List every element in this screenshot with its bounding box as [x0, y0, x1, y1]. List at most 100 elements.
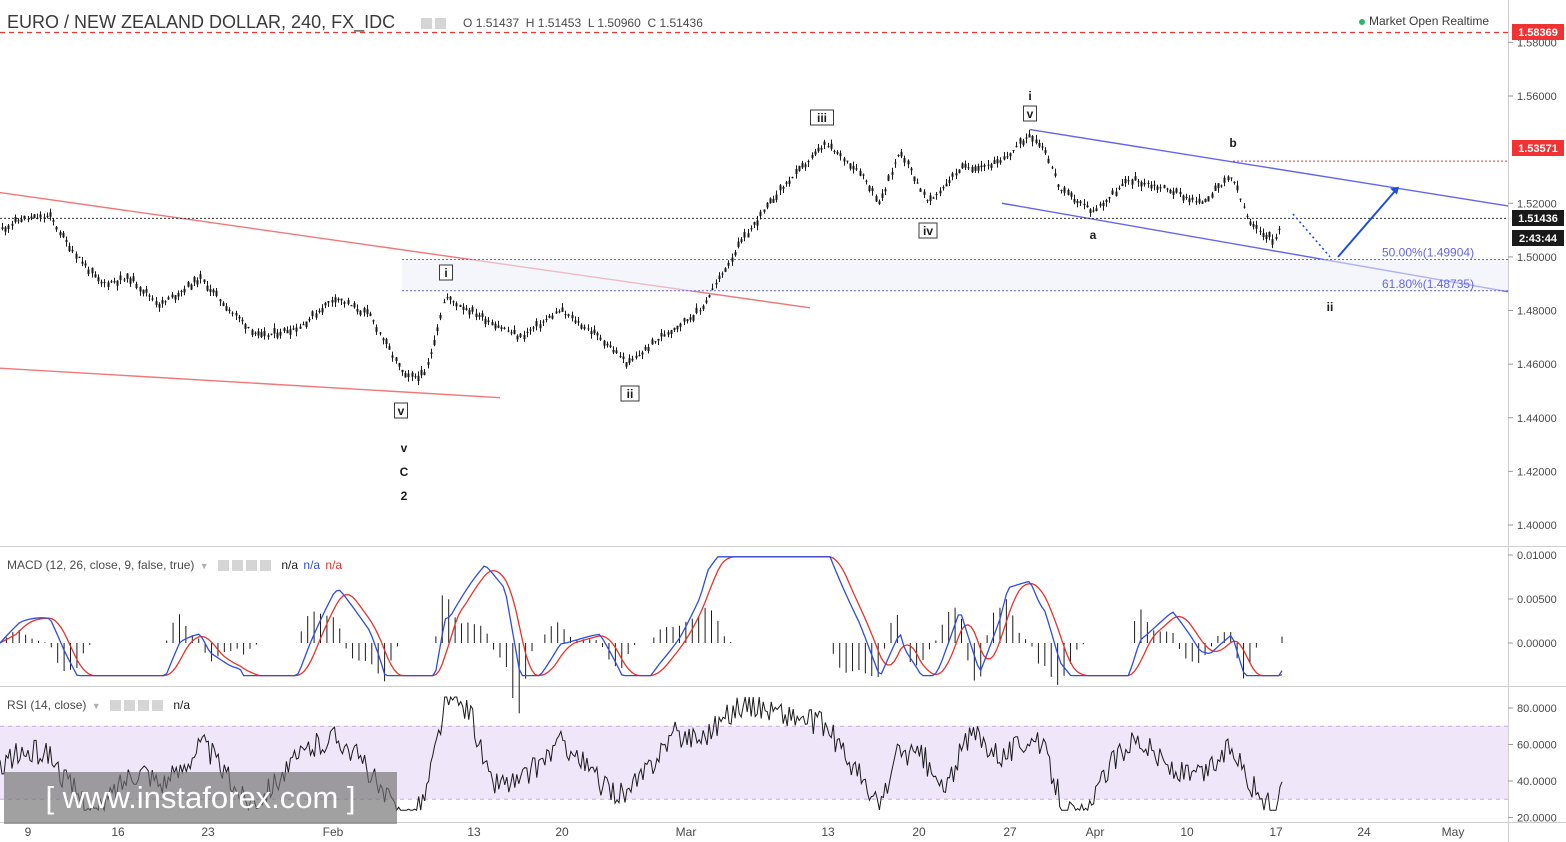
candle-body: [971, 166, 974, 173]
eye-icon[interactable]: [109, 700, 121, 712]
price-axis-label: 1.58000: [1517, 37, 1557, 49]
rsi-axis-label: 60.0000: [1517, 740, 1557, 752]
candle-body: [1265, 234, 1268, 239]
candle-body: [567, 314, 570, 317]
time-axis-label: 23: [201, 825, 215, 839]
candle-body: [619, 356, 622, 358]
eye-icon[interactable]: [421, 18, 432, 30]
candle-body: [1172, 191, 1175, 195]
candle-body: [4, 227, 7, 232]
candle-body: [1067, 189, 1070, 195]
candle-body: [1095, 208, 1098, 212]
candle-body: [1051, 167, 1054, 169]
projection-arrow: [1337, 189, 1397, 258]
candle-body: [33, 214, 36, 219]
candle-body: [110, 281, 113, 283]
candle-body: [462, 306, 465, 310]
price-axis-label: 1.40000: [1517, 520, 1557, 532]
candle-body: [1121, 183, 1124, 187]
time-axis-label: Mar: [676, 825, 697, 839]
macd-title[interactable]: MACD (12, 26, close, 9, false, true): [7, 558, 195, 572]
candle-body: [84, 263, 87, 266]
candle-body: [1227, 176, 1230, 181]
candle-body: [523, 334, 526, 340]
gear-icon[interactable]: [435, 18, 446, 30]
candle-body: [820, 148, 823, 150]
candle-body: [1185, 196, 1188, 198]
candle-body: [807, 161, 810, 163]
candle-body: [699, 310, 702, 312]
lower-red-trendline: [0, 367, 501, 399]
candle-body: [1249, 221, 1252, 225]
candle-body: [1169, 189, 1172, 194]
symbol-title[interactable]: EURO / NEW ZEALAND DOLLAR, 240, FX_IDC: [7, 12, 396, 32]
candle-body: [702, 305, 705, 310]
candle-body: [551, 315, 554, 319]
candle-body: [644, 346, 647, 350]
chevron-down-icon[interactable]: ▼: [199, 561, 209, 571]
candle-body: [1003, 156, 1006, 160]
candle-body: [337, 298, 340, 301]
candle-body: [865, 180, 868, 182]
candle-body: [862, 174, 865, 176]
candle-body: [635, 355, 638, 358]
chart-settings-icons[interactable]: [421, 15, 449, 33]
candle-body: [561, 307, 564, 312]
candle-body: [817, 147, 820, 152]
candle-body: [1044, 150, 1047, 154]
candle-body: [135, 284, 138, 288]
candle-body: [23, 215, 26, 219]
candle-body: [916, 182, 919, 184]
candle-body: [772, 198, 775, 203]
candle-body: [929, 195, 932, 202]
close-icon[interactable]: [151, 700, 163, 712]
candle-body: [459, 304, 462, 307]
candle-body: [1076, 201, 1079, 204]
candle-body: [1262, 232, 1265, 238]
rsi-title[interactable]: RSI (14, close): [7, 698, 87, 712]
candle-body: [1102, 202, 1105, 207]
candle-body: [1214, 185, 1217, 191]
candle-body: [1204, 198, 1207, 202]
candle-body: [327, 301, 330, 303]
candle-body: [990, 164, 993, 168]
chevron-down-icon[interactable]: ▼: [91, 701, 101, 711]
candle-body: [587, 328, 590, 330]
candle-body: [545, 318, 548, 320]
plus-icon[interactable]: [137, 700, 149, 712]
candle-body: [430, 352, 433, 354]
candle-body: [667, 332, 670, 335]
macd-axis-label: 0.00500: [1517, 594, 1557, 606]
rsi-line: [0, 695, 1283, 813]
candle-body: [375, 327, 378, 332]
candle-body: [1278, 228, 1281, 230]
rsi-axis-label: 40.0000: [1517, 776, 1557, 788]
time-axis-label: 16: [111, 825, 125, 839]
candle-body: [891, 172, 894, 175]
eye-icon[interactable]: [218, 560, 230, 572]
candle-body: [1137, 181, 1140, 183]
candle-body: [295, 327, 298, 332]
price-axis-badge-text: 2:43:44: [1519, 233, 1558, 245]
plus-icon[interactable]: [246, 560, 258, 572]
candle-body: [900, 151, 903, 157]
wave-label: iv: [923, 224, 933, 238]
candle-body: [801, 163, 804, 168]
candle-body: [910, 168, 913, 171]
candle-body: [651, 339, 654, 345]
candle-body: [251, 329, 254, 335]
close-icon[interactable]: [260, 560, 272, 572]
candle-body: [763, 209, 766, 212]
time-axis-label: 9: [25, 825, 32, 839]
candle-body: [145, 289, 148, 293]
candle-body: [574, 320, 577, 323]
gear-icon[interactable]: [123, 700, 135, 712]
candle-body: [7, 225, 10, 229]
candle-body: [417, 375, 420, 382]
gear-icon[interactable]: [232, 560, 244, 572]
candle-body: [315, 313, 318, 318]
candle-body: [343, 302, 346, 304]
candle-body: [1127, 180, 1130, 182]
candle-body: [318, 310, 321, 313]
